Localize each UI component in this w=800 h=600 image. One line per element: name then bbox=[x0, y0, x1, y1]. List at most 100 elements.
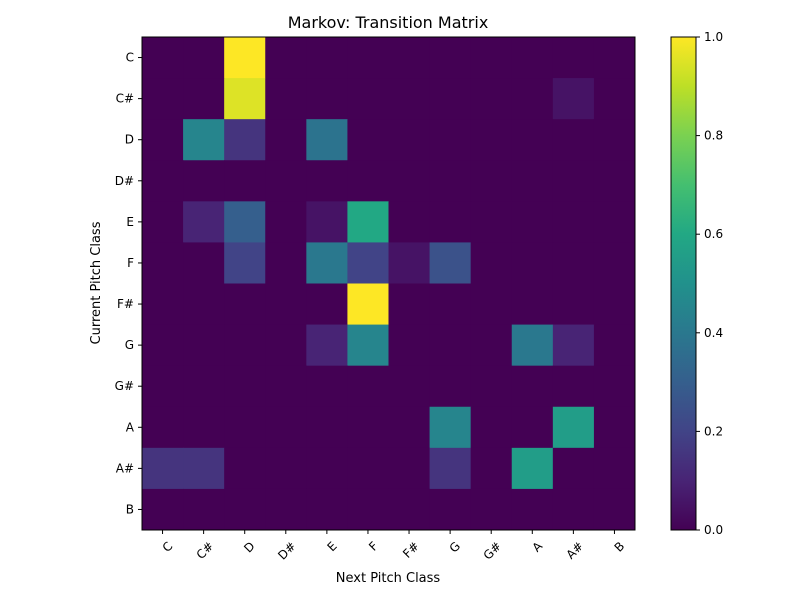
heatmap-cell bbox=[183, 201, 225, 243]
heatmap-cell bbox=[593, 488, 636, 531]
heatmap-cell bbox=[470, 365, 513, 408]
heatmap-cell bbox=[306, 488, 348, 531]
heatmap-cell bbox=[347, 283, 389, 326]
heatmap-cell bbox=[470, 201, 513, 243]
y-tick-label: A bbox=[126, 420, 135, 434]
heatmap-cell bbox=[265, 37, 307, 79]
heatmap-cell bbox=[224, 119, 266, 161]
heatmap-cell bbox=[593, 324, 636, 367]
heatmap-cell bbox=[470, 242, 513, 284]
heatmap-cell bbox=[142, 160, 184, 202]
heatmap-cell bbox=[511, 242, 554, 284]
heatmap-cell bbox=[552, 160, 595, 202]
heatmap-cell bbox=[306, 365, 348, 408]
colorbar bbox=[670, 36, 697, 531]
heatmap-cell bbox=[265, 488, 307, 531]
heatmap-cell bbox=[429, 242, 472, 284]
heatmap-cell bbox=[552, 324, 595, 367]
heatmap-cell bbox=[388, 37, 431, 79]
colorbar-tick-label: 0.6 bbox=[704, 227, 723, 241]
heatmap-cell bbox=[224, 283, 266, 326]
heatmap-cell bbox=[511, 406, 554, 449]
x-tick-label: C bbox=[160, 539, 176, 555]
heatmap-cell bbox=[265, 365, 307, 408]
heatmap-cell bbox=[347, 365, 389, 408]
heatmap-cell bbox=[142, 119, 184, 161]
heatmap-cell bbox=[183, 160, 225, 202]
heatmap-cell bbox=[265, 201, 307, 243]
heatmap-cell bbox=[388, 78, 431, 120]
heatmap-cell bbox=[142, 78, 184, 120]
heatmap-cell bbox=[552, 365, 595, 408]
y-tick-label: B bbox=[126, 502, 134, 516]
y-tick-label: G bbox=[125, 338, 134, 352]
heatmap-cell bbox=[388, 324, 431, 367]
colorbar-tick-label: 0.4 bbox=[704, 326, 723, 340]
heatmap-cell bbox=[306, 160, 348, 202]
heatmap-cell bbox=[142, 242, 184, 284]
heatmap-cell bbox=[347, 119, 389, 161]
heatmap-cell bbox=[265, 447, 307, 490]
x-tick-label: B bbox=[612, 539, 628, 555]
colorbar-tick-label: 1.0 bbox=[704, 30, 723, 44]
heatmap-cell bbox=[593, 201, 636, 243]
y-axis-label: Current Pitch Class bbox=[89, 221, 104, 344]
heatmap-cell bbox=[265, 324, 307, 367]
heatmap-cell bbox=[511, 447, 554, 490]
heatmap-cell bbox=[511, 78, 554, 120]
heatmap-cell bbox=[429, 406, 472, 449]
heatmap-cell bbox=[388, 283, 431, 326]
heatmap-cell bbox=[183, 324, 225, 367]
heatmap-cell bbox=[429, 119, 472, 161]
heatmap-cell bbox=[511, 283, 554, 326]
heatmap-cell bbox=[429, 78, 472, 120]
heatmap-cell bbox=[265, 78, 307, 120]
heatmap-cell bbox=[142, 201, 184, 243]
heatmap-cell bbox=[593, 447, 636, 490]
heatmap-cell bbox=[593, 283, 636, 326]
y-axis-ticks: C C# D D# E F F# G G# A A# B bbox=[115, 51, 142, 516]
heatmap-cell bbox=[224, 488, 266, 531]
heatmap-cell bbox=[142, 406, 184, 449]
heatmap-cell bbox=[552, 78, 595, 120]
heatmap-cell bbox=[470, 160, 513, 202]
heatmap-cell bbox=[306, 283, 348, 326]
heatmap-cell bbox=[552, 242, 595, 284]
heatmap-cell bbox=[429, 283, 472, 326]
heatmap-cell bbox=[388, 365, 431, 408]
heatmap-cell bbox=[470, 406, 513, 449]
heatmap-cell bbox=[511, 201, 554, 243]
heatmap-cell bbox=[183, 365, 225, 408]
heatmap-cell bbox=[306, 201, 348, 243]
heatmap-cell bbox=[306, 78, 348, 120]
x-tick-label: F bbox=[366, 539, 381, 554]
heatmap-cell bbox=[552, 37, 595, 79]
heatmap-cell bbox=[470, 488, 513, 531]
heatmap-cell bbox=[593, 242, 636, 284]
heatmap-cell bbox=[429, 365, 472, 408]
heatmap-cell bbox=[183, 283, 225, 326]
heatmap-cell bbox=[552, 488, 595, 531]
heatmap-cell bbox=[429, 201, 472, 243]
colorbar-tick-label: 0.8 bbox=[704, 129, 723, 143]
colorbar-ticks: 0.0 0.2 0.4 0.6 0.8 1.0 bbox=[696, 30, 723, 537]
heatmap-cell bbox=[347, 201, 389, 243]
heatmap-cell bbox=[347, 37, 389, 79]
y-tick-label: D bbox=[125, 133, 134, 147]
heatmap-cell bbox=[388, 488, 431, 531]
heatmap-cell bbox=[388, 242, 431, 284]
y-tick-label: C bbox=[126, 51, 134, 65]
x-tick-label: G bbox=[447, 539, 463, 555]
heatmap-cell bbox=[224, 406, 266, 449]
heatmap-cell bbox=[183, 242, 225, 284]
heatmap-cell bbox=[224, 78, 266, 120]
heatmap-cell bbox=[306, 119, 348, 161]
heatmap-cell bbox=[593, 78, 636, 120]
heatmap-cell bbox=[388, 160, 431, 202]
heatmap-cell bbox=[511, 488, 554, 531]
heatmap-cell bbox=[183, 37, 225, 79]
heatmap-cell bbox=[511, 324, 554, 367]
y-tick-label: F# bbox=[117, 297, 134, 311]
heatmap-cell bbox=[265, 160, 307, 202]
